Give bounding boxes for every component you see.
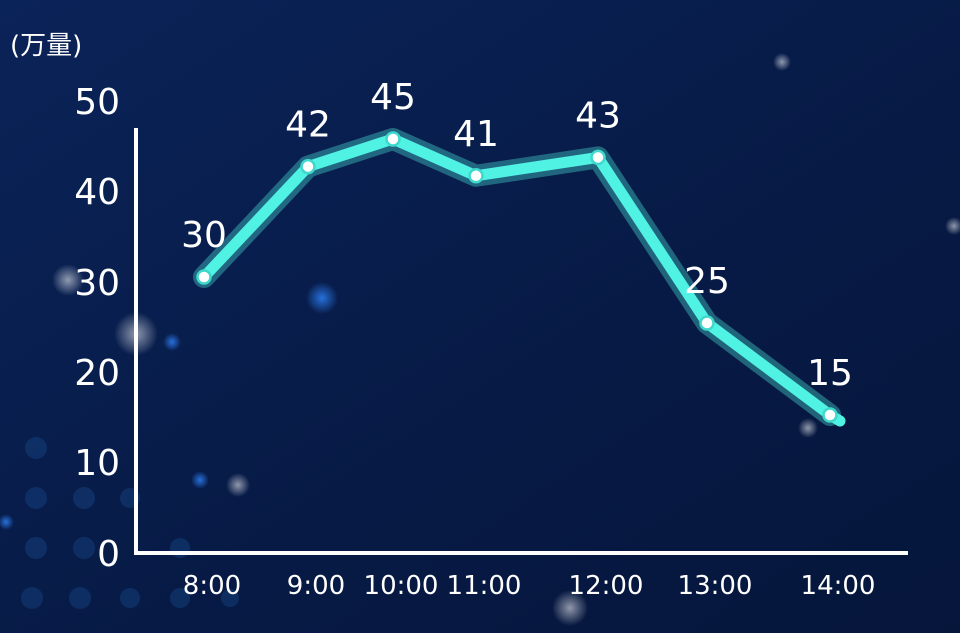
y-tick-label: 20 <box>74 353 120 394</box>
data-label: 41 <box>453 114 499 155</box>
series-group <box>193 128 846 427</box>
data-point[interactable] <box>300 158 316 175</box>
x-tick-label: 13:00 <box>678 571 753 601</box>
x-tick-label: 8:00 <box>183 571 241 601</box>
data-point[interactable] <box>699 315 715 331</box>
data-point[interactable] <box>590 149 606 166</box>
unit-label: (万量) <box>10 31 82 61</box>
data-label: 43 <box>575 95 621 136</box>
data-label: 45 <box>370 77 416 118</box>
data-label: 15 <box>807 353 853 394</box>
data-label: 25 <box>684 261 730 302</box>
y-tick-label: 0 <box>97 534 120 575</box>
x-tick-label: 10:00 <box>364 571 439 601</box>
y-tick-label: 40 <box>74 172 120 213</box>
x-tick-label: 9:00 <box>287 571 345 601</box>
data-label: 30 <box>181 215 227 256</box>
y-axis-ticks: 0 10 20 30 40 50 <box>74 82 120 575</box>
data-point[interactable] <box>822 407 838 423</box>
x-axis-ticks: 8:00 9:00 10:00 11:00 12:00 13:00 14:00 <box>183 571 876 601</box>
x-tick-label: 12:00 <box>569 571 644 601</box>
series-line <box>198 133 846 427</box>
axes <box>134 128 908 555</box>
x-tick-label: 14:00 <box>801 571 876 601</box>
data-point[interactable] <box>196 269 212 285</box>
y-tick-label: 30 <box>74 263 120 304</box>
y-tick-label: 10 <box>74 443 120 484</box>
data-point[interactable] <box>385 131 401 147</box>
data-labels: 30 42 45 41 43 25 15 <box>181 77 853 394</box>
data-label: 42 <box>285 105 331 146</box>
x-tick-label: 11:00 <box>447 571 522 601</box>
data-point[interactable] <box>468 168 484 184</box>
y-tick-label: 50 <box>74 82 120 123</box>
